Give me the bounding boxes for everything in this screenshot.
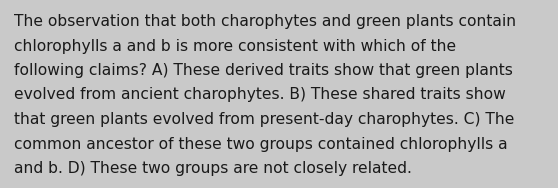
- Text: and b. D) These two groups are not closely related.: and b. D) These two groups are not close…: [14, 161, 412, 176]
- Text: The observation that both charophytes and green plants contain: The observation that both charophytes an…: [14, 14, 516, 29]
- Text: common ancestor of these two groups contained chlorophylls a: common ancestor of these two groups cont…: [14, 136, 508, 152]
- Text: evolved from ancient charophytes. B) These shared traits show: evolved from ancient charophytes. B) The…: [14, 87, 506, 102]
- Text: that green plants evolved from present-day charophytes. C) The: that green plants evolved from present-d…: [14, 112, 514, 127]
- Text: following claims? A) These derived traits show that green plants: following claims? A) These derived trait…: [14, 63, 513, 78]
- Text: chlorophylls a and b is more consistent with which of the: chlorophylls a and b is more consistent …: [14, 39, 456, 54]
